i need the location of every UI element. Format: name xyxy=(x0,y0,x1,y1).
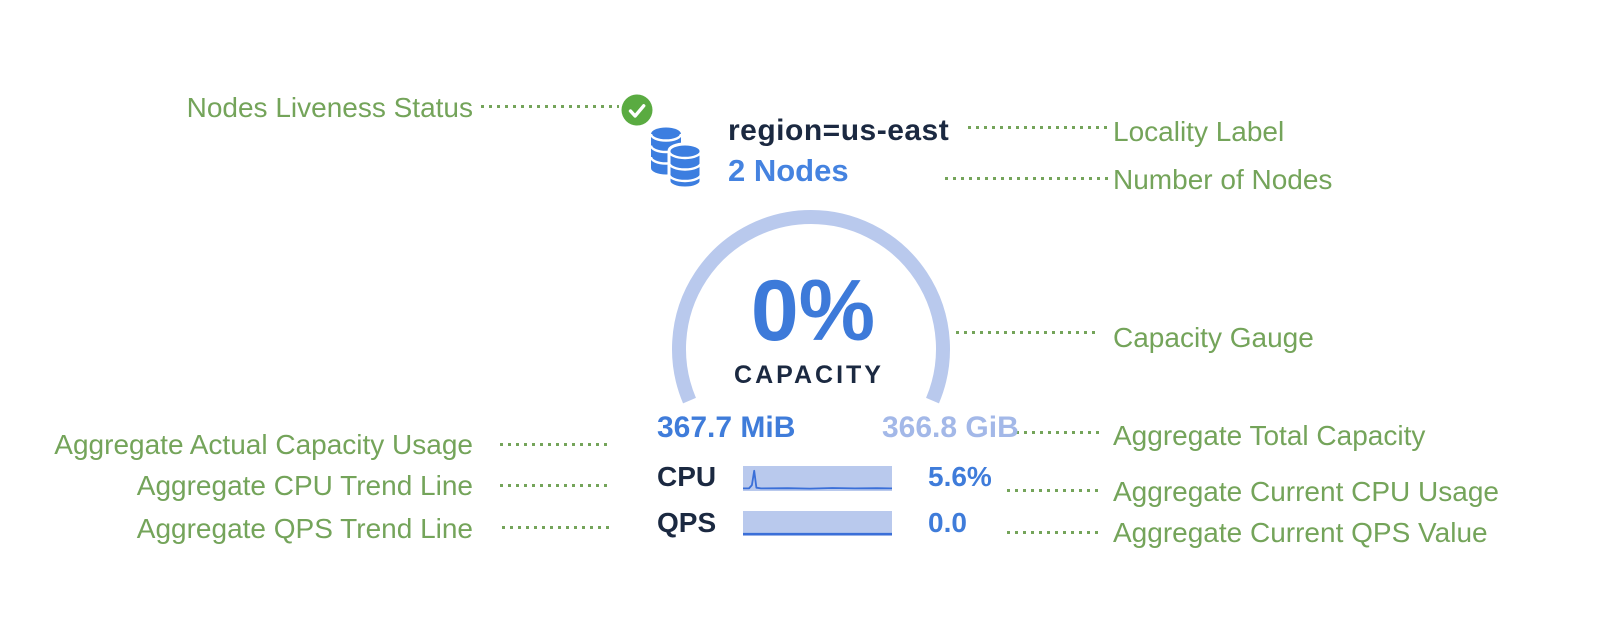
leader-line xyxy=(956,331,1095,334)
annotation-aggregate-actual-capacity-usage: Aggregate Actual Capacity Usage xyxy=(54,429,473,460)
annotation-number-of-nodes: Number of Nodes xyxy=(1113,164,1333,195)
leader-line xyxy=(1016,431,1104,434)
locality-label: region=us-east xyxy=(728,114,950,147)
cpu-current-value: 5.6% xyxy=(928,461,992,492)
liveness-check-icon xyxy=(621,94,653,126)
leader-line xyxy=(500,443,608,446)
cpu-metric-label: CPU xyxy=(657,461,717,492)
leader-line xyxy=(500,484,608,487)
leader-line xyxy=(1007,531,1102,534)
qps-current-value: 0.0 xyxy=(928,507,967,538)
total-capacity-value: 366.8 GiB xyxy=(882,411,1019,444)
qps-trend-sparkline xyxy=(743,511,892,536)
capacity-gauge-arc xyxy=(672,210,950,404)
capacity-caption: CAPACITY xyxy=(734,361,884,389)
qps-metric-label: QPS xyxy=(657,507,717,538)
leader-line xyxy=(1007,489,1102,492)
capacity-percent: 0% xyxy=(750,263,876,359)
annotation-aggregate-cpu-trend-line: Aggregate CPU Trend Line xyxy=(136,470,473,501)
used-capacity-value: 367.7 MiB xyxy=(657,411,796,444)
leader-line xyxy=(945,177,1112,180)
node-count-label: 2 Nodes xyxy=(728,153,849,188)
leader-line xyxy=(481,105,619,108)
database-stack-icon xyxy=(645,120,705,190)
annotation-locality-label: Locality Label xyxy=(1113,116,1285,147)
annotation-aggregate-total-capacity: Aggregate Total Capacity xyxy=(1113,420,1426,451)
annotation-aggregate-current-qps-value: Aggregate Current QPS Value xyxy=(1113,517,1488,548)
leader-line xyxy=(968,126,1110,129)
cpu-trend-sparkline xyxy=(743,466,892,491)
annotation-nodes-liveness-status: Nodes Liveness Status xyxy=(186,92,473,123)
leader-line xyxy=(502,526,610,529)
annotation-aggregate-current-cpu-usage: Aggregate Current CPU Usage xyxy=(1113,476,1499,507)
annotation-aggregate-qps-trend-line: Aggregate QPS Trend Line xyxy=(136,513,473,544)
annotation-capacity-gauge: Capacity Gauge xyxy=(1113,322,1314,353)
